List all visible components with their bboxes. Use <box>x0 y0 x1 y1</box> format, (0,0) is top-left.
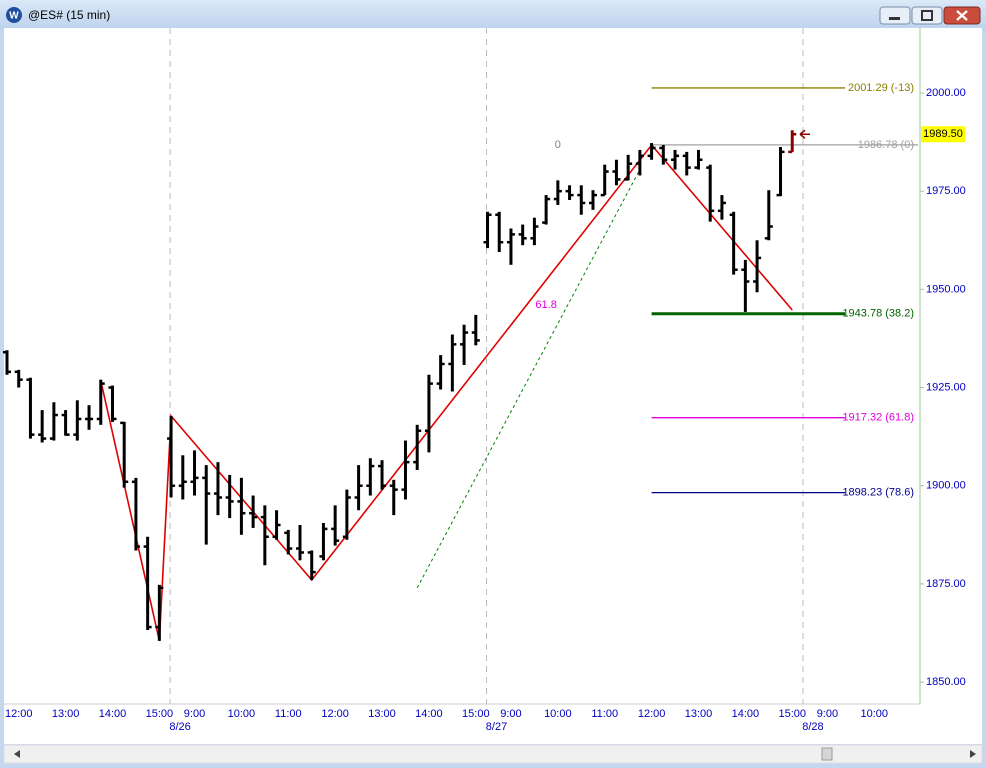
minimize-icon <box>889 17 900 20</box>
maximize-button[interactable] <box>911 6 943 25</box>
minimize-button[interactable] <box>879 6 911 25</box>
y-tick-label: 1950.00 <box>926 283 966 295</box>
x-tick-label: 14:00 <box>415 708 443 720</box>
x-tick-label: 9:00 <box>184 708 205 720</box>
x-tick-label: 13:00 <box>52 708 80 720</box>
scroll-right[interactable] <box>970 750 976 758</box>
y-tick-label: 1975.00 <box>926 185 966 197</box>
plot: 1850.00 1875.00 1900.00 1925.00 1950.00 1975.… <box>3 28 966 733</box>
x-tick-label: 12:00 <box>638 708 666 720</box>
annotation: 61.8 <box>535 299 556 311</box>
day-label: 8/26 <box>169 721 190 733</box>
maximize-icon <box>921 10 933 21</box>
trend-line <box>416 169 641 589</box>
last-price-tag <box>921 126 965 143</box>
close-icon <box>956 10 968 21</box>
last-price-label: 1989.50 <box>923 128 963 140</box>
x-tick-label: 9:00 <box>817 708 838 720</box>
window-title: @ES# (15 min) <box>28 8 110 22</box>
scroll-thumb[interactable] <box>821 747 833 761</box>
x-tick-label: 12:00 <box>5 708 33 720</box>
x-tick-label: 13:00 <box>685 708 713 720</box>
x-tick-label: 13:00 <box>368 708 396 720</box>
fib-label: 2001.29 (-13) <box>848 82 914 94</box>
y-tick-label: 1900.00 <box>926 480 966 492</box>
chart-area <box>4 28 982 744</box>
fib-label: 1986.78 (0) <box>858 139 914 151</box>
x-tick-label: 10:00 <box>544 708 572 720</box>
y-tick-label: 1850.00 <box>926 676 966 688</box>
x-tick-label: 15:00 <box>462 708 490 720</box>
title-bar <box>0 0 986 30</box>
x-tick-label: 11:00 <box>275 708 302 720</box>
scrollbar[interactable] <box>3 744 983 764</box>
last-price-arrow <box>799 129 810 139</box>
x-tick-label: 9:00 <box>500 708 521 720</box>
y-tick-label: 1925.00 <box>926 381 966 393</box>
scroll-left[interactable] <box>14 750 20 758</box>
x-tick-label: 11:00 <box>591 708 618 720</box>
fib-label: 1898.23 (78.6) <box>842 487 914 499</box>
x-tick-label: 14:00 <box>732 708 760 720</box>
y-tick-label: 2000.00 <box>926 87 966 99</box>
annotation: 0 <box>555 139 561 151</box>
y-tick-label: 1875.00 <box>926 578 966 590</box>
x-tick-label: 15:00 <box>146 708 174 720</box>
x-tick-label: 10:00 <box>861 708 889 720</box>
day-label: 8/27 <box>486 721 507 733</box>
day-label: 8/28 <box>802 721 823 733</box>
x-tick-label: 15:00 <box>778 708 806 720</box>
x-tick-label: 10:00 <box>228 708 256 720</box>
fib-label: 1943.78 (38.2) <box>842 308 914 320</box>
x-tick-label: 12:00 <box>321 708 349 720</box>
app-icon-letter: W <box>9 11 19 22</box>
x-tick-label: 14:00 <box>99 708 127 720</box>
app-icon <box>6 7 22 23</box>
fib-label: 1917.32 (61.8) <box>842 412 914 424</box>
